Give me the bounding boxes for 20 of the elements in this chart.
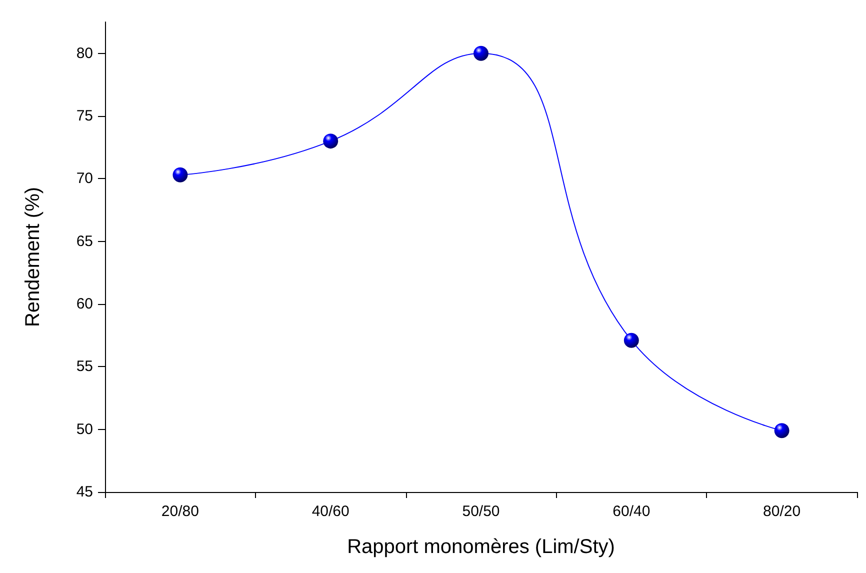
y-tick-label: 80: [76, 44, 93, 62]
x-tick-label: 50/50: [462, 503, 500, 520]
point: [323, 134, 338, 149]
y-tick-label: 75: [76, 108, 93, 124]
point: [474, 46, 488, 61]
y-axis-title: Rendement (%): [22, 186, 44, 328]
x-axis-title: Rapport monomères (Lim/Sty): [347, 536, 615, 558]
y-tick-label: 50: [76, 420, 93, 438]
point: [774, 423, 790, 438]
point: [172, 167, 188, 182]
y-tick-label: 45: [76, 484, 93, 500]
y-tick-label: 70: [76, 170, 93, 188]
x-tick-label: 20/80: [161, 503, 199, 520]
y-tick-label: 55: [76, 358, 93, 376]
y-tick-label: 60: [76, 296, 93, 312]
x-tick-label: 80/20: [763, 503, 801, 520]
x-tick-label: 40/60: [312, 503, 350, 520]
y-tick-label: 65: [76, 232, 93, 250]
point: [624, 332, 639, 348]
x-tick-label: 60/40: [612, 503, 650, 520]
